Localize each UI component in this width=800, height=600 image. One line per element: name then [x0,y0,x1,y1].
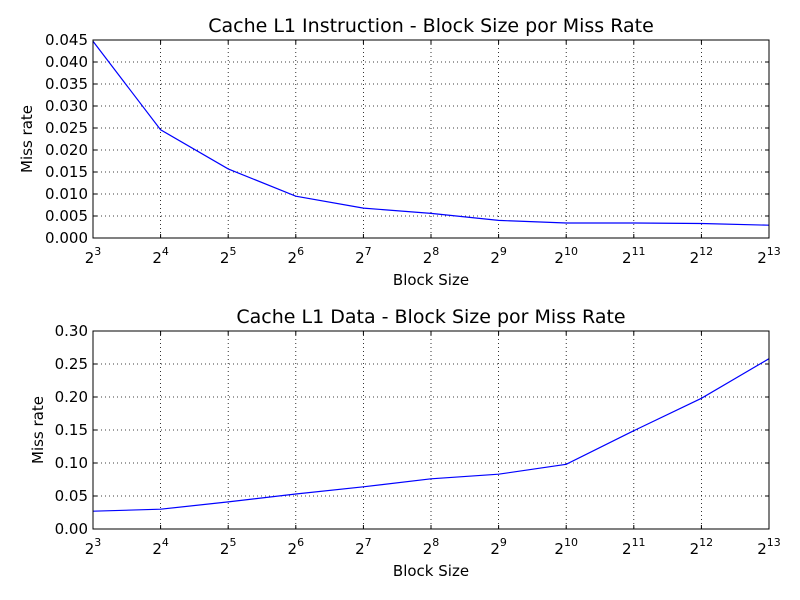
y-tick-label: 0.010 [45,185,88,203]
y-tick-labels: 0.00 0.05 0.10 0.15 0.20 0.25 0.30 [55,322,88,538]
x-tick-label: 210 [554,245,578,267]
chart-l1-data: Cache L1 Data - Block Size por Miss Rate… [29,306,781,580]
y-axis-label: Miss rate [18,105,36,173]
x-tick-label: 23 [85,245,102,267]
x-tick-label: 211 [622,245,646,267]
x-tick-label: 29 [490,536,507,558]
grid-layer [92,39,770,239]
y-tick-label: 0.005 [45,207,88,225]
y-tick-label: 0.030 [45,97,88,115]
y-tick-label: 0.15 [55,421,88,439]
x-tick-label: 26 [288,536,305,558]
chart-title: Cache L1 Data - Block Size por Miss Rate [236,306,625,328]
y-tick-label: 0.25 [55,355,88,373]
y-tick-label: 0.035 [45,75,88,93]
x-tick-label: 212 [690,536,714,558]
x-tick-label: 24 [152,536,169,558]
y-tick-label: 0.10 [55,454,88,472]
series-line [92,40,770,226]
x-tick-label: 213 [757,536,781,558]
series-line [92,358,770,512]
x-tick-label: 25 [220,536,237,558]
y-tick-label: 0.025 [45,119,88,137]
y-tick-label: 0.20 [55,388,88,406]
x-tick-label: 213 [757,245,781,267]
y-tick-labels: 0.000 0.005 0.010 0.015 0.020 0.025 0.030 0.035… [45,31,88,247]
chart-title: Cache L1 Instruction - Block Size por Mi… [208,15,654,37]
x-tick-label: 28 [423,536,440,558]
x-tick-label: 212 [690,245,714,267]
x-tick-label: 23 [85,536,102,558]
y-tick-label: 0.30 [55,322,88,340]
y-axis-label: Miss rate [29,396,47,464]
x-tick-label: 210 [554,536,578,558]
tick-layer [92,330,770,530]
x-tick-label: 24 [152,245,169,267]
x-tick-label: 26 [288,245,305,267]
x-tick-label: 211 [622,536,646,558]
y-tick-label: 0.05 [55,487,88,505]
chart-l1-instruction: Cache L1 Instruction - Block Size por Mi… [18,15,781,289]
x-axis-label: Block Size [393,271,469,289]
x-tick-label: 27 [355,245,372,267]
y-tick-label: 0.000 [45,229,88,247]
x-tick-label: 29 [490,245,507,267]
x-axis-label: Block Size [393,562,469,580]
tick-layer [92,39,770,239]
x-tick-labels: 23 24 25 26 27 28 29 210 211 212 213 [85,536,781,558]
y-tick-label: 0.015 [45,163,88,181]
x-tick-label: 25 [220,245,237,267]
x-tick-label: 28 [423,245,440,267]
y-tick-label: 0.00 [55,520,88,538]
x-tick-labels: 23 24 25 26 27 28 29 210 211 212 213 [85,245,781,267]
x-tick-label: 27 [355,536,372,558]
y-tick-label: 0.020 [45,141,88,159]
y-tick-label: 0.040 [45,53,88,71]
y-tick-label: 0.045 [45,31,88,49]
